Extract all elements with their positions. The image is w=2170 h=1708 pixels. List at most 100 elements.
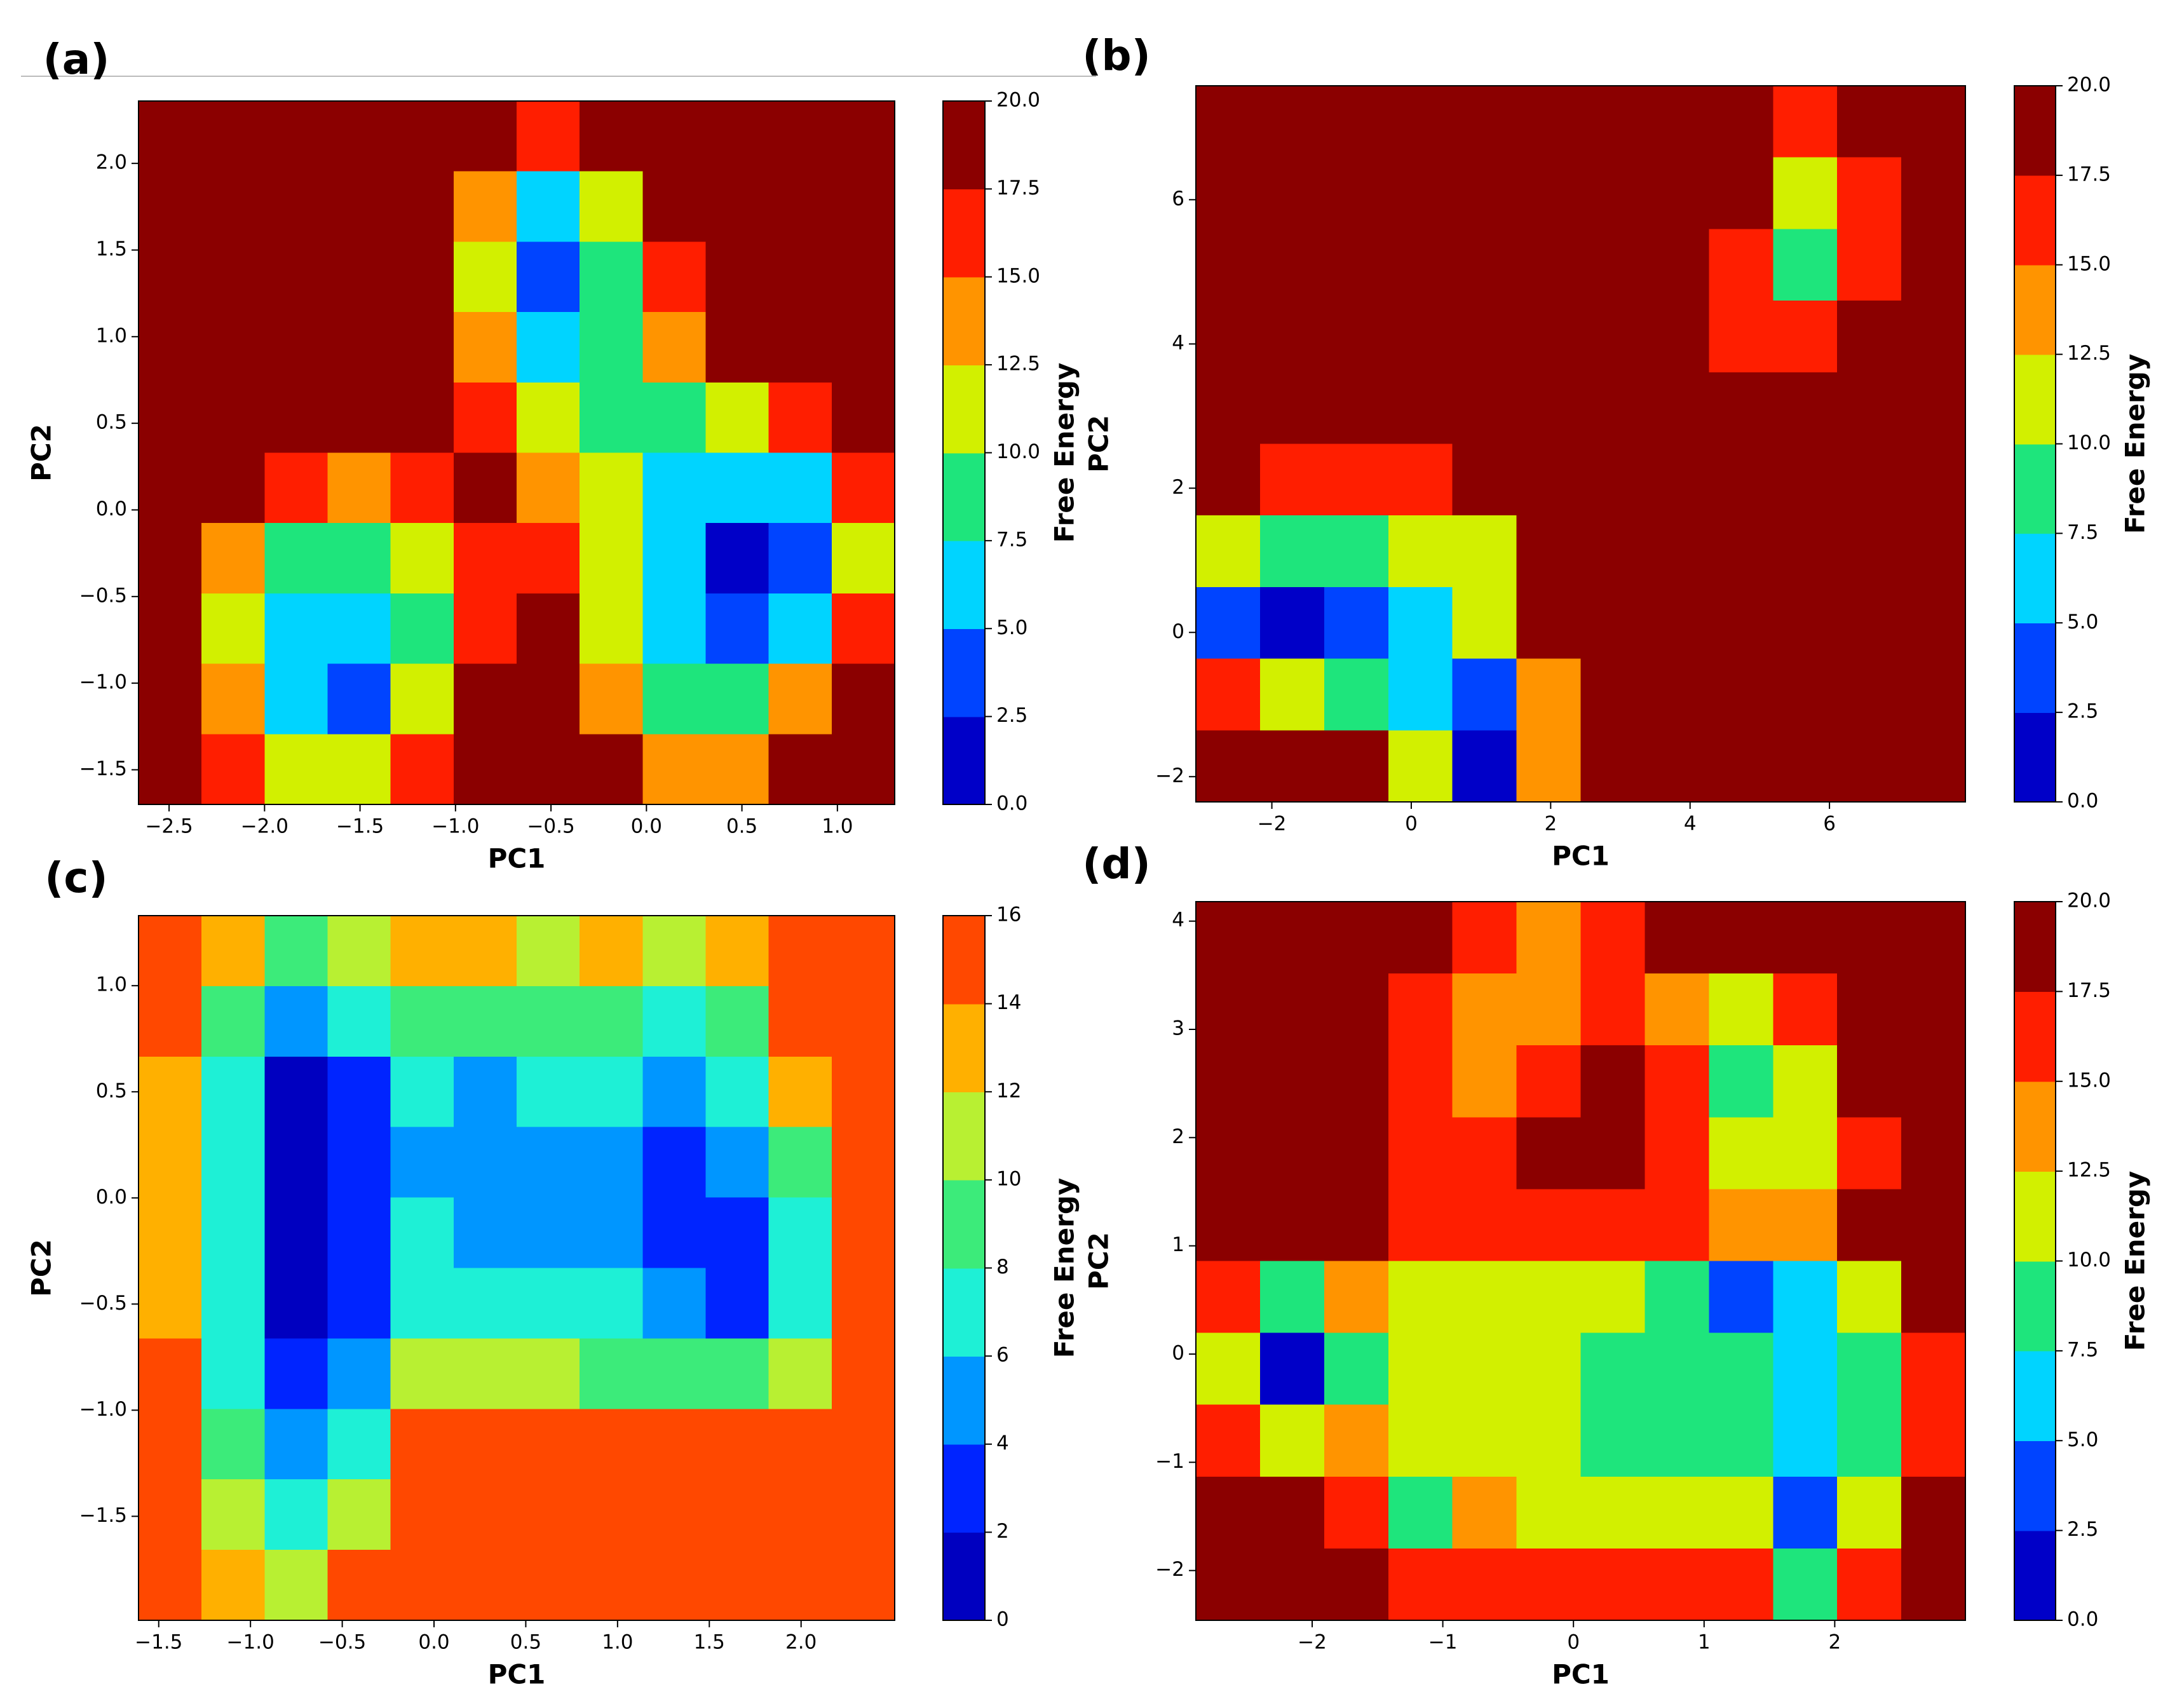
energy-cell <box>517 986 580 1057</box>
energy-cell <box>390 523 454 594</box>
energy-cell <box>1259 301 1325 373</box>
energy-cell <box>580 312 644 383</box>
energy-cell <box>390 1056 454 1128</box>
colorbar-band <box>943 1268 985 1357</box>
energy-cell <box>1837 157 1902 230</box>
energy-cell <box>831 1409 895 1480</box>
energy-cell <box>1901 1332 1966 1406</box>
energy-cell <box>139 523 202 594</box>
energy-cell <box>1709 1189 1774 1262</box>
energy-cell <box>264 734 329 805</box>
energy-cell <box>139 916 202 987</box>
energy-cell <box>453 734 517 805</box>
energy-cell <box>201 452 266 524</box>
energy-cell <box>1196 1332 1261 1406</box>
energy-cell <box>1837 86 1902 158</box>
energy-cell <box>264 1550 329 1621</box>
energy-cell <box>1837 301 1902 373</box>
energy-cell <box>1709 1045 1774 1118</box>
energy-cell <box>517 1056 580 1128</box>
energy-cell <box>1901 586 1966 660</box>
colorbar-tick-label: 12.5 <box>2067 342 2111 365</box>
energy-cell <box>1259 372 1325 445</box>
panel-label: (b) <box>1082 31 1151 80</box>
energy-cell <box>642 663 707 735</box>
energy-cell <box>580 734 644 805</box>
energy-cell <box>1516 515 1582 588</box>
energy-cell <box>1196 730 1261 803</box>
x-tick-label: −0.5 <box>318 1631 366 1654</box>
energy-cell <box>1709 1117 1774 1190</box>
energy-cell <box>1516 372 1582 445</box>
energy-cell <box>1388 1548 1453 1621</box>
colorbar-band <box>2014 86 2056 176</box>
energy-cell <box>517 1197 580 1269</box>
energy-cell <box>1901 1404 1966 1477</box>
y-tick-label: 4 <box>1172 332 1184 355</box>
x-tick-label: 1.0 <box>602 1631 633 1654</box>
energy-cell <box>1259 1045 1325 1118</box>
energy-cell <box>705 1268 770 1339</box>
energy-cell <box>705 1409 770 1480</box>
energy-cell <box>1516 1261 1582 1334</box>
energy-cell <box>1709 658 1774 731</box>
energy-cell <box>1259 1189 1325 1262</box>
energy-cell <box>768 1409 832 1480</box>
energy-cell <box>1644 658 1710 731</box>
energy-cell <box>390 312 454 383</box>
energy-cell <box>1644 586 1710 660</box>
energy-cell <box>1259 1548 1325 1621</box>
colorbar-label: Free Energy <box>1049 363 1080 543</box>
colorbar-band <box>943 101 985 190</box>
energy-cell <box>1580 1261 1646 1334</box>
colorbar-band <box>2014 175 2056 266</box>
energy-cell <box>1709 586 1774 660</box>
colorbar-band <box>2014 902 2056 993</box>
colorbar-tick-label: 0.0 <box>2067 790 2098 813</box>
energy-cell <box>1644 301 1710 373</box>
y-tick-label: −1.0 <box>79 1398 127 1421</box>
energy-cell <box>1580 229 1646 301</box>
energy-cell <box>642 986 707 1057</box>
energy-cell <box>1388 1404 1453 1477</box>
energy-cell <box>453 171 517 243</box>
energy-cell <box>1388 730 1453 803</box>
energy-cell <box>1516 730 1582 803</box>
energy-cell <box>1324 515 1389 588</box>
energy-cell <box>705 1127 770 1198</box>
energy-cell <box>705 241 770 313</box>
energy-cell <box>1901 1548 1966 1621</box>
energy-cell <box>1452 372 1517 445</box>
y-tick-label: 0.0 <box>96 1186 127 1209</box>
energy-cell <box>1644 1548 1710 1621</box>
colorbar-band <box>2014 1171 2056 1262</box>
y-tick-label: 3 <box>1172 1017 1184 1040</box>
energy-cell <box>390 241 454 313</box>
energy-cell <box>1709 86 1774 158</box>
energy-cell <box>1516 1404 1582 1477</box>
energy-cell <box>705 101 770 172</box>
x-tick-label: 6 <box>1823 813 1836 836</box>
energy-cell <box>1452 444 1517 516</box>
energy-cell <box>1196 902 1261 974</box>
y-axis-label: PC2 <box>26 1239 57 1297</box>
energy-cell <box>642 1550 707 1621</box>
energy-cell <box>580 1268 644 1339</box>
x-tick-label: 0.5 <box>726 815 757 838</box>
energy-cell <box>1837 1476 1902 1549</box>
energy-cell <box>831 916 895 987</box>
y-tick-label: −1.5 <box>79 757 127 780</box>
energy-cell <box>453 986 517 1057</box>
energy-cell <box>327 734 391 805</box>
energy-cell <box>1452 730 1517 803</box>
energy-cell <box>1388 372 1453 445</box>
energy-cell <box>327 1127 391 1198</box>
energy-cell <box>1452 1332 1517 1406</box>
energy-cell <box>1580 1117 1646 1190</box>
energy-cell <box>1773 586 1838 660</box>
energy-cell <box>1324 1117 1389 1190</box>
energy-cell <box>705 452 770 524</box>
energy-cell <box>705 1197 770 1269</box>
energy-cell <box>1516 86 1582 158</box>
energy-cell <box>1259 730 1325 803</box>
